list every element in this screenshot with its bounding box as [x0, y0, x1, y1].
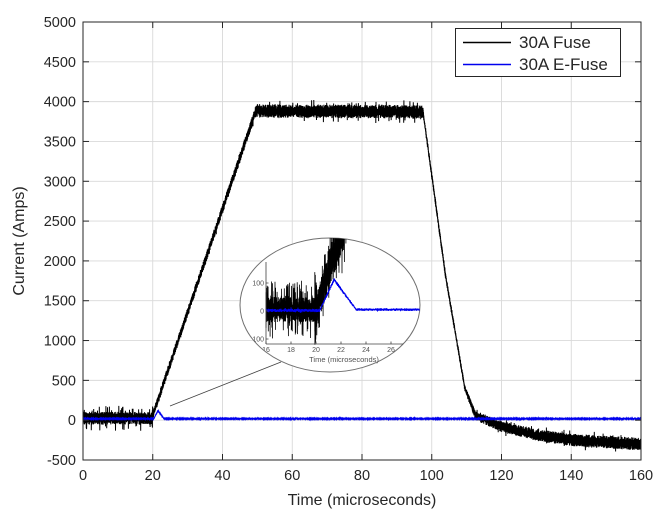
x-tick-label: 0 [79, 468, 87, 484]
inset-y-tick-label: 0 [260, 309, 264, 316]
axes-box-and-ticks [82, 21, 642, 461]
tick-labels: 0 20 40 60 80 100 120 140 160-500050010001500200… [44, 15, 653, 484]
y-tick-label: -500 [47, 453, 76, 469]
inset-x-tick-label: 18 [287, 347, 295, 354]
y-tick-label: 500 [52, 373, 76, 389]
x-tick-label: 140 [559, 468, 583, 484]
y-tick-label: 2500 [44, 214, 76, 230]
efuse-trace [83, 409, 641, 422]
x-tick-label: 20 [145, 468, 161, 484]
legend: 30A Fuse 30A E-Fuse [455, 28, 621, 77]
y-tick-label: 3000 [44, 174, 76, 190]
y-tick-label: 5000 [44, 15, 76, 31]
y-tick-label: 1500 [44, 294, 76, 310]
x-tick-label: 60 [284, 468, 300, 484]
inset-x-tick-label: 20 [312, 347, 320, 354]
y-tick-label: 4000 [44, 95, 76, 111]
inset-efuse-trace [265, 278, 420, 314]
x-tick-label: 100 [420, 468, 444, 484]
inset-x-tick-label: 24 [362, 347, 370, 354]
y-tick-label: 4500 [44, 55, 76, 71]
inset-x-tick-label: 16 [262, 347, 270, 354]
y-tick-label: 1000 [44, 334, 76, 350]
x-tick-label: 80 [354, 468, 370, 484]
inset-callout [169, 237, 421, 407]
x-tick-label: 160 [629, 468, 653, 484]
y-tick-label: 0 [68, 413, 76, 429]
x-tick-label: 40 [214, 468, 230, 484]
y-axis-label: Current (Amps) [11, 186, 28, 295]
data-series [83, 99, 641, 452]
inset-y-tick-label: 100 [252, 281, 264, 288]
x-tick-label: 120 [489, 468, 513, 484]
legend-label-efuse: 30A E-Fuse [519, 55, 608, 74]
inset-plot: 16 18 20 22 24 26 -100 0 100 [250, 238, 420, 354]
legend-label-fuse: 30A Fuse [519, 33, 591, 52]
inset-x-tick-label: 26 [387, 347, 395, 354]
inset-x-axis-label: Time (microseconds) [309, 355, 379, 364]
inset-x-tick-label: 22 [337, 347, 345, 354]
inset-y-tick-label: -100 [250, 337, 264, 344]
x-axis-label: Time (microseconds) [288, 492, 437, 509]
callout-leader-line [169, 361, 282, 407]
y-tick-label: 2000 [44, 254, 76, 270]
legend-box [455, 28, 621, 77]
y-tick-label: 3500 [44, 134, 76, 150]
fuse-trace [83, 99, 641, 452]
